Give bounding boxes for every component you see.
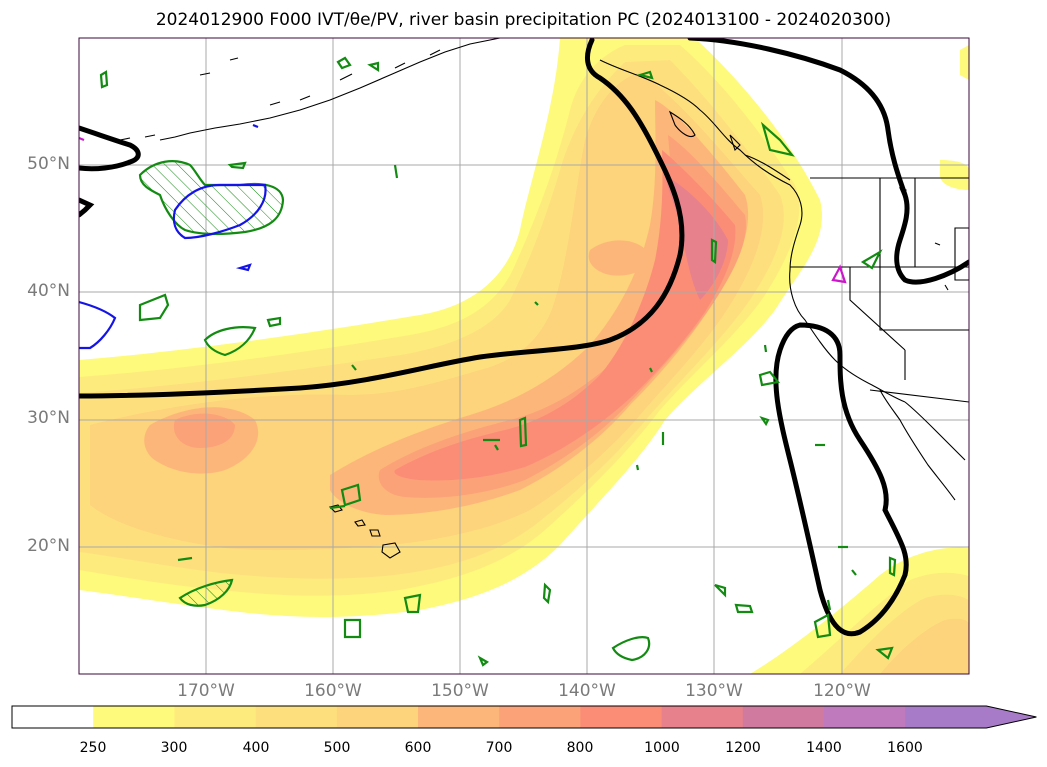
lat-label-40n: 40°N xyxy=(27,281,70,301)
pv-magenta-contours xyxy=(79,136,847,284)
colorbar-swatch xyxy=(93,706,175,728)
colorbar-tick-label: 500 xyxy=(323,740,351,756)
colorbar-swatch xyxy=(336,706,419,728)
pv-green-contours xyxy=(99,56,897,667)
theta-e-contours xyxy=(79,38,969,637)
colorbar-swatch xyxy=(824,706,906,728)
colorbar-tick-label: 800 xyxy=(566,740,594,756)
colorbar-swatch xyxy=(255,706,338,728)
colorbar-tick-label: 400 xyxy=(242,740,270,756)
colorbar-swatch xyxy=(905,706,987,728)
pv-blue-contours xyxy=(79,123,267,350)
colorbar-tick-label: 1000 xyxy=(644,740,680,756)
lon-label-160w: 160°W xyxy=(304,681,362,701)
graticule xyxy=(79,38,969,674)
colorbar-swatch xyxy=(742,706,825,728)
colorbar-swatch xyxy=(174,706,257,728)
colorbar-tick-label: 700 xyxy=(485,740,513,756)
colorbar-extend-arrow xyxy=(986,706,1037,728)
colorbar-tick-label: 1600 xyxy=(887,740,923,756)
coastlines xyxy=(119,38,969,559)
lon-label-140w: 140°W xyxy=(558,681,616,701)
colorbar-swatch xyxy=(580,706,663,728)
map-panel xyxy=(79,38,969,674)
lon-label-170w: 170°W xyxy=(177,681,235,701)
map-frame xyxy=(78,37,970,675)
colorbar-tick-label: 250 xyxy=(79,740,107,756)
colorbar-swatch xyxy=(661,706,744,728)
lon-label-150w: 150°W xyxy=(431,681,489,701)
colorbar-swatch xyxy=(12,706,94,728)
map-title: 2024012900 F000 IVT/θe/PV, river basin p… xyxy=(155,10,892,30)
lon-label-120w: 120°W xyxy=(813,681,871,701)
lat-label-50n: 50°N xyxy=(27,154,70,174)
colorbar-outline xyxy=(11,705,1037,729)
colorbar-tick-label: 600 xyxy=(404,740,432,756)
colorbar xyxy=(11,705,1037,729)
colorbar-swatch xyxy=(418,706,500,728)
colorbar-tick-label: 300 xyxy=(160,740,188,756)
colorbar-swatch xyxy=(499,706,581,728)
colorbar-tick-label: 1400 xyxy=(806,740,842,756)
lat-label-20n: 20°N xyxy=(27,536,70,556)
lat-label-30n: 30°N xyxy=(27,408,70,428)
ivt-shading xyxy=(79,38,969,674)
colorbar-tick-label: 1200 xyxy=(725,740,761,756)
lon-label-130w: 130°W xyxy=(685,681,743,701)
